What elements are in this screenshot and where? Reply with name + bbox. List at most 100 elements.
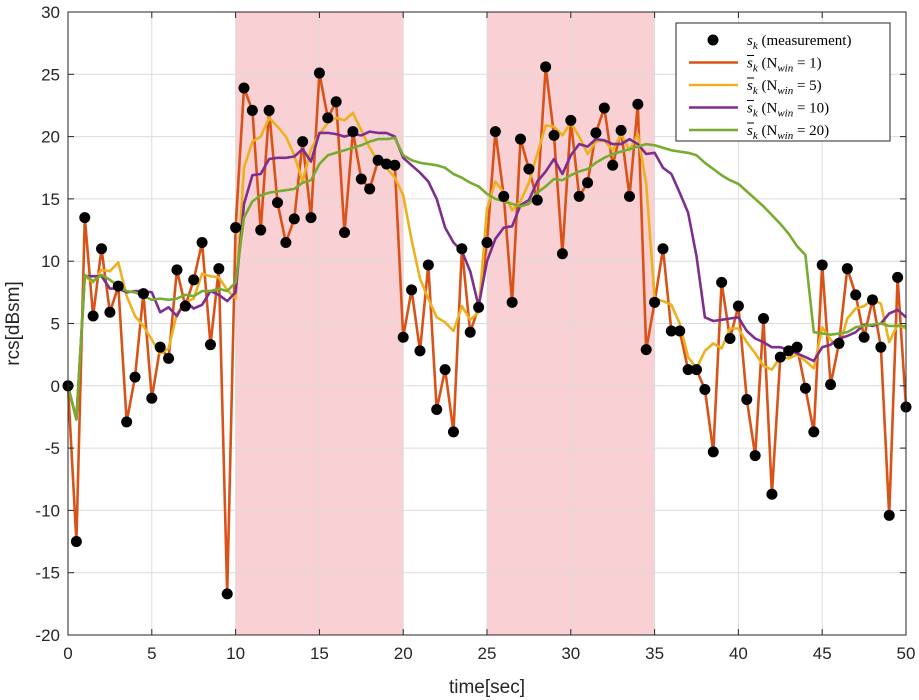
measurement-point: [347, 126, 359, 138]
x-tick-label: 20: [394, 644, 413, 663]
measurement-point: [238, 82, 250, 94]
measurement-point: [498, 190, 510, 202]
legend-label-3: sk (Nwin = 10): [747, 101, 829, 120]
measurement-point: [70, 536, 82, 548]
measurement-point: [96, 243, 108, 255]
measurement-point: [531, 194, 543, 206]
measurement-point: [640, 344, 652, 356]
measurement-point: [339, 227, 351, 239]
measurement-point: [288, 213, 300, 225]
measurement-point: [674, 325, 686, 337]
measurement-point: [431, 403, 443, 415]
measurement-point: [556, 248, 568, 260]
measurement-point: [481, 237, 493, 249]
measurement-point: [188, 274, 200, 286]
series-line-4: [66, 136, 906, 421]
legend-text-tail: = 5): [793, 78, 821, 94]
x-axis-label: time[sec]: [449, 677, 525, 698]
x-tick-label: 40: [729, 644, 748, 663]
measurement-point: [121, 416, 133, 428]
measurement-point: [439, 364, 451, 376]
measurement-point: [397, 331, 409, 343]
measurement-point: [632, 98, 644, 110]
measurement-point: [582, 177, 594, 189]
y-tick-label: 30: [41, 3, 60, 22]
measurement-point: [389, 159, 401, 171]
data-series: [62, 61, 912, 600]
measurement-point: [330, 96, 342, 108]
legend-symbol: s: [747, 56, 753, 72]
measurement-point: [590, 127, 602, 139]
measurement-point: [883, 509, 895, 521]
measurement-point: [523, 163, 535, 175]
y-tick-label: -20: [35, 626, 60, 645]
measurement-point: [246, 104, 258, 116]
measurement-point: [473, 301, 485, 313]
measurement-point: [380, 158, 392, 170]
measurement-point: [665, 325, 677, 337]
measurement-point: [364, 183, 376, 195]
legend-text-tail: = 10): [793, 101, 829, 117]
measurement-point: [783, 345, 795, 357]
legend-text: (N: [758, 56, 778, 72]
x-tick-label: 45: [813, 644, 832, 663]
measurement-point: [607, 159, 619, 171]
measurement-point: [565, 114, 577, 126]
measurement-point: [313, 67, 325, 79]
measurement-point: [79, 212, 91, 224]
measurement-point: [866, 294, 878, 306]
legend-subscript: k: [753, 40, 759, 52]
measurement-point: [816, 259, 828, 271]
series-line-3: [66, 130, 907, 421]
measurement-point: [682, 364, 694, 376]
measurement-point: [749, 450, 761, 462]
legend-symbol: s: [747, 101, 753, 117]
measurement-point: [724, 332, 736, 344]
measurement-point: [892, 271, 904, 283]
measurement-point: [691, 364, 702, 376]
measurement-point: [657, 243, 669, 255]
measurement-point: [255, 224, 267, 236]
measurement-point: [850, 289, 862, 301]
measurement-point: [623, 190, 635, 202]
legend-text: (measurement): [758, 33, 852, 49]
measurement-point: [649, 296, 661, 308]
measurement-point: [548, 129, 560, 141]
legend-label-0: sk (measurement): [747, 33, 851, 52]
measurement-point: [280, 237, 292, 249]
x-tick-label: 25: [478, 644, 497, 663]
measurement-point: [213, 263, 225, 275]
measurement-point: [741, 394, 753, 406]
legend-subscript: k: [753, 63, 759, 75]
legend-subscript-win: win: [777, 85, 793, 97]
measurement-point: [615, 124, 627, 136]
legend-text: (N: [758, 123, 778, 139]
measurement-point: [263, 104, 275, 116]
x-tick-label: 50: [897, 644, 916, 663]
legend-symbol: s: [747, 33, 753, 49]
x-tick-label: 15: [310, 644, 329, 663]
axis-ticks: 0 5 10 15 20 25 30 35 40 45 50 -20 -15 -10 -5 0 5 10 15 20 2…: [35, 3, 915, 663]
legend-marker: [707, 34, 719, 46]
y-tick-label: 0: [51, 377, 60, 396]
y-tick-label: 15: [41, 190, 60, 209]
legend-text: (N: [758, 78, 778, 94]
measurement-point: [372, 154, 384, 166]
x-tick-label: 35: [645, 644, 664, 663]
measurement-point: [230, 222, 242, 234]
measurement-point: [272, 197, 283, 209]
y-tick-label: -5: [45, 439, 60, 458]
measurement-point: [297, 136, 309, 148]
y-tick-label: 20: [41, 128, 60, 147]
measurement-point: [833, 337, 845, 349]
legend-subscript: k: [753, 108, 759, 120]
legend-subscript-win: win: [777, 63, 793, 75]
measurement-point: [87, 310, 99, 322]
x-tick-label: 0: [63, 644, 72, 663]
measurement-point: [699, 384, 711, 396]
measurement-point: [858, 331, 870, 343]
measurement-point: [196, 237, 208, 249]
measurement-point: [355, 173, 367, 185]
measurement-point: [825, 379, 837, 391]
legend-subscript: k: [753, 130, 759, 142]
